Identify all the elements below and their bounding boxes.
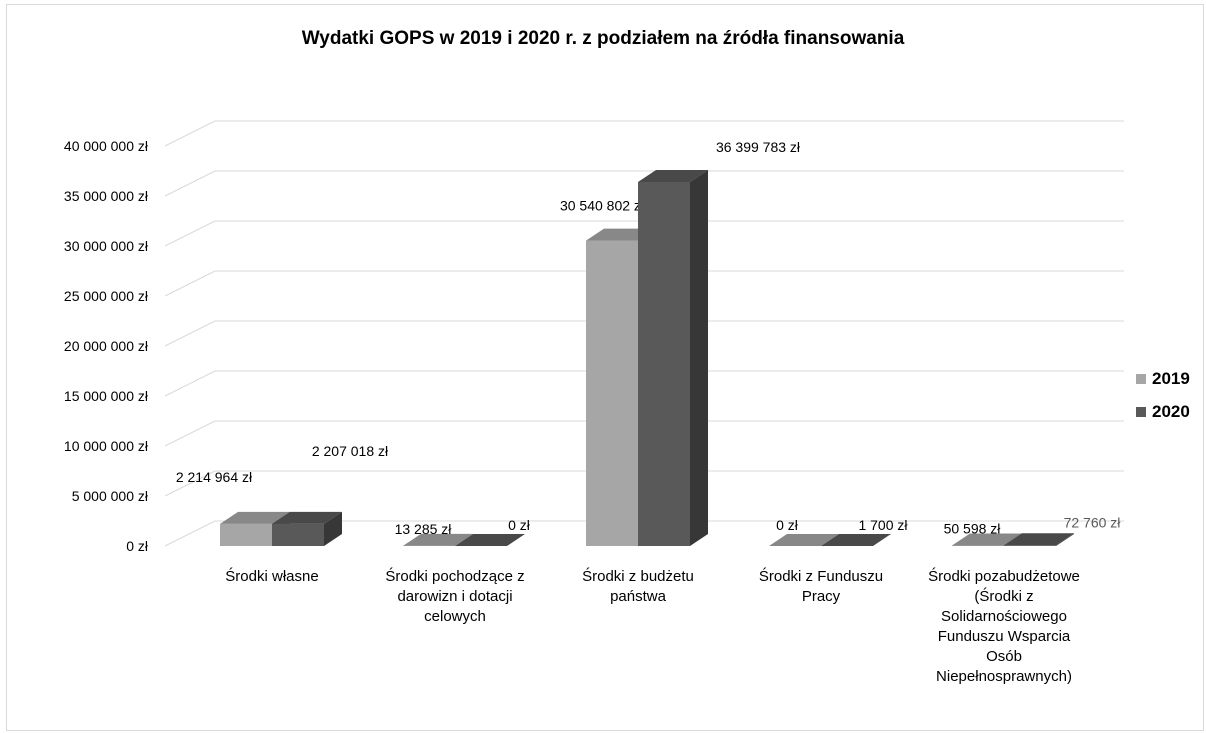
bar-side-2019-1 <box>455 533 473 546</box>
bar-top-2020-2 <box>638 170 708 183</box>
y-tick-label: 30 000 000 zł <box>64 238 149 254</box>
legend-swatch-2019 <box>1136 374 1146 384</box>
bar-top-2019-3 <box>769 534 839 546</box>
bar-top-2020-1 <box>455 534 525 546</box>
y-tick-label: 10 000 000 zł <box>64 438 149 454</box>
bar-2020-4 <box>1004 545 1056 546</box>
legend-label-2019: 2019 <box>1152 369 1190 388</box>
data-label-2020-4: 72 760 zł <box>1064 514 1122 530</box>
legend-swatch-2020 <box>1136 407 1146 417</box>
bar-2019-4 <box>952 545 1004 546</box>
bar-top-2020-4 <box>1004 533 1074 546</box>
gridline-diagonal <box>164 420 216 447</box>
chart-title: Wydatki GOPS w 2019 i 2020 r. z podziałe… <box>301 28 905 49</box>
gridline-diagonal <box>164 220 216 247</box>
legend-item-2020: 2020 <box>1136 401 1190 423</box>
bar-2019-2 <box>586 240 638 546</box>
y-tick-label: 5 000 000 zł <box>72 488 149 504</box>
gridline-diagonal <box>164 320 216 347</box>
data-label-2020-2: 36 399 783 zł <box>716 139 801 155</box>
bar-top-2020-0 <box>272 511 342 524</box>
x-tick-label: Środki własne <box>225 568 319 585</box>
x-tick-label: Środki z Funduszu Pracy <box>758 568 884 605</box>
data-label-2019-3: 0 zł <box>776 517 799 533</box>
data-label-2020-3: 1 700 zł <box>858 517 908 533</box>
gridline-diagonal <box>164 520 216 547</box>
x-tick-label: Środki z budżetu państwa <box>582 568 694 605</box>
y-tick-label: 25 000 000 zł <box>64 288 149 304</box>
bar-2020-2 <box>638 182 690 546</box>
bar-2019-0 <box>220 523 272 546</box>
bar-top-2019-0 <box>220 511 290 524</box>
data-label-2019-0: 2 214 964 zł <box>176 469 253 485</box>
x-tick-label: Środki pozabudżetowe (Środki z Solidarno… <box>928 568 1080 685</box>
gridline-diagonal <box>164 370 216 397</box>
y-tick-label: 40 000 000 zł <box>64 138 149 154</box>
gridline-diagonal <box>164 270 216 297</box>
y-tick-label: 35 000 000 zł <box>64 188 149 204</box>
legend-label-2020: 2020 <box>1152 402 1190 421</box>
bar-top-2020-3 <box>821 533 891 546</box>
bar-2020-0 <box>272 523 324 546</box>
data-label-2020-1: 0 zł <box>508 517 531 533</box>
data-label-2019-2: 30 540 802 zł <box>560 198 645 214</box>
gridline-diagonal <box>164 170 216 197</box>
data-label-2020-0: 2 207 018 zł <box>312 443 389 459</box>
bar-side-2020-4 <box>1056 533 1074 546</box>
data-label-2019-1: 13 285 zł <box>395 521 453 537</box>
legend: 2019 2020 <box>1136 368 1190 434</box>
bar-top-2019-4 <box>952 533 1022 546</box>
y-tick-label: 20 000 000 zł <box>64 338 149 354</box>
bar-side-2020-0 <box>324 511 342 546</box>
bar-side-2020-3 <box>873 533 891 546</box>
y-tick-label: 0 zł <box>126 538 149 554</box>
gridline-diagonal <box>164 120 216 147</box>
data-label-2019-4: 50 598 zł <box>944 520 1002 536</box>
bar-top-2019-1 <box>403 533 473 546</box>
gridline-diagonal <box>164 470 216 497</box>
bar-side-2020-2 <box>690 170 708 546</box>
x-tick-label: Środki pochodzące z darowizn i dotacji c… <box>385 568 525 625</box>
legend-item-2019: 2019 <box>1136 368 1190 390</box>
y-tick-label: 15 000 000 zł <box>64 388 149 404</box>
